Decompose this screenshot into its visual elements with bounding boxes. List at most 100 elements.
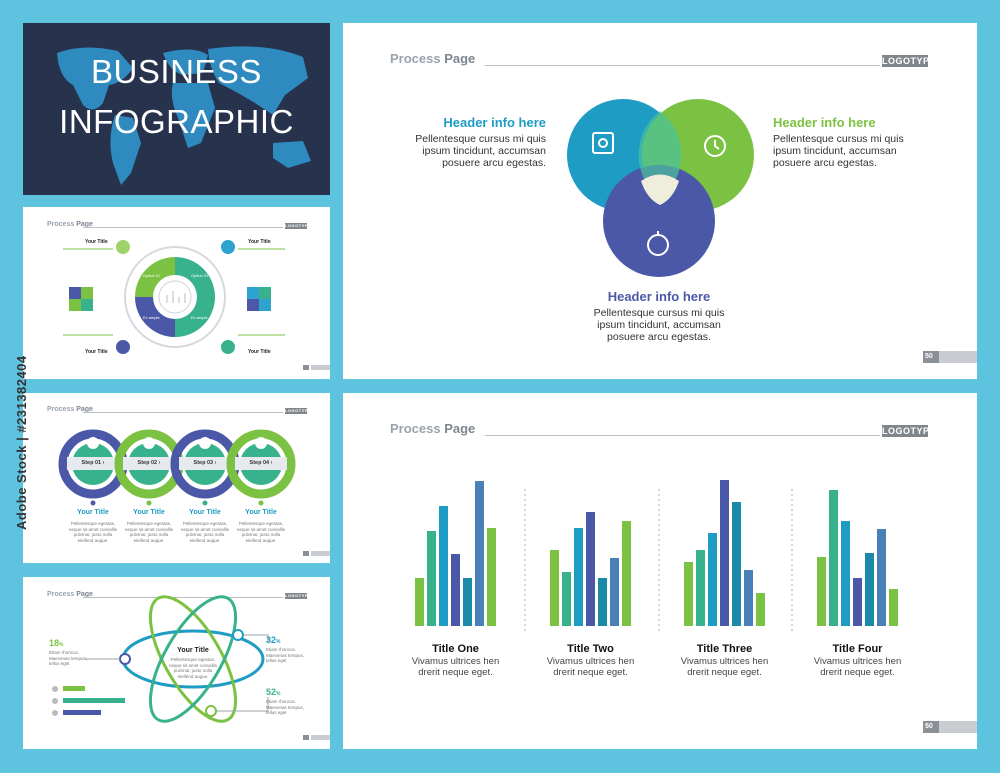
venn-left-body: Pellentesque cursus mi quis ipsum tincidu…: [415, 133, 546, 169]
puzzle-title-left-top: Your Title: [85, 239, 108, 245]
bar-1-2: [427, 531, 436, 626]
bar-4-1: [817, 557, 826, 626]
venn-right-body: Pellentesque cursus mi quis ipsum tincidu…: [773, 133, 904, 169]
step-ring-4: [226, 429, 296, 499]
group-desc-1: Vivamus ultrices hen drerit neque eget.: [411, 656, 500, 678]
puzzle-title-right-bottom: Your Title: [248, 349, 271, 355]
orbit-center-title: Your Title: [177, 647, 209, 654]
idea-icon: [52, 710, 58, 716]
step-dot-3: [202, 500, 208, 506]
step-icon-2: [143, 437, 155, 449]
step-band-4: [235, 457, 287, 470]
orbit-slide: Process Page LOGOTYPE 18% Etiam rhoncus.…: [23, 577, 330, 749]
bar-1-6: [475, 481, 484, 626]
step-band-3: [179, 457, 231, 470]
venn-slide: Process Page LOGOTYPE Header info here P…: [343, 23, 977, 379]
page-number: [303, 735, 309, 740]
bar-2-1: [550, 550, 559, 626]
group-desc-2: Vivamus ultrices hen drerit neque eget.: [546, 656, 635, 678]
page-title: Process Page: [47, 591, 93, 598]
orbit-right-top-value: 32%: [266, 635, 281, 645]
user-icon: [52, 686, 58, 692]
logotype-badge: LOGOTYPE: [285, 223, 312, 229]
venn-bottom-body: Pellentesque cursus mi quis ipsum tincidu…: [593, 307, 725, 343]
step-desc-4: Pellentesque egestas, neque sit amet conv…: [236, 521, 286, 543]
page-bar: [939, 721, 977, 733]
venn-diagram: [567, 99, 754, 277]
bar-3-6: [744, 570, 753, 626]
orbit-right-top-desc: Etiam rhoncus. Maecenas tempus, tellus ege…: [266, 647, 305, 663]
steps-slide: Process Page LOGOTYPE Step 01 › Your Titl…: [23, 393, 330, 563]
venn-bottom-header: Header info here: [607, 289, 711, 304]
page-title: Process Page: [47, 406, 93, 413]
venn-left-header: Header info here: [443, 115, 546, 130]
logotype-badge: LOGOTYPE: [882, 425, 937, 437]
step-dot-4: [258, 500, 264, 506]
puzzle-pieces-left-icon: [69, 287, 93, 311]
bar-4-7: [889, 589, 898, 626]
bar-2-4: [586, 512, 595, 626]
bar-4-3: [841, 521, 850, 626]
bar-2-7: [622, 521, 631, 626]
steps-diagram: [58, 429, 296, 506]
puzzle-seg-3: Ex ample: [143, 315, 160, 320]
step-band-2: [123, 457, 175, 470]
puzzle-pieces-right-icon: [247, 287, 271, 311]
orbit-left-value: 18%: [49, 638, 64, 648]
step-label-2: Step 02 ›: [137, 460, 161, 466]
bar-1-1: [415, 578, 424, 626]
step-label-3: Step 03 ›: [193, 460, 217, 466]
step-label-1: Step 01 ›: [81, 460, 105, 466]
logotype-badge: LOGOTYPE: [285, 408, 312, 414]
page-bar: [311, 735, 330, 740]
bar-4-4: [853, 578, 862, 626]
bar-1-5: [463, 578, 472, 626]
bar-3-1: [684, 562, 693, 626]
step-title-4: Your Title: [245, 509, 277, 516]
chart-icon: [166, 291, 186, 303]
group-desc-4: Vivamus ultrices hen drerit neque eget.: [813, 656, 902, 678]
step-title-1: Your Title: [77, 509, 109, 516]
logotype-badge: LOGOTYPE: [882, 55, 937, 67]
group-title-4: Title Four: [832, 643, 883, 655]
bar-2-5: [598, 578, 607, 626]
step-band-1: [67, 457, 119, 470]
title-rule: [83, 227, 283, 228]
bar-3-4: [720, 480, 729, 626]
hero-card: BUSINESS INFOGRAPHIC: [23, 23, 330, 195]
puzzle-title-left-bottom: Your Title: [85, 349, 108, 355]
settings-icon: [52, 698, 58, 704]
title-rule: [485, 65, 880, 66]
hero-title-line2: INFOGRAPHIC: [59, 103, 294, 140]
bar-3-2: [696, 550, 705, 626]
bar-3-7: [756, 593, 765, 626]
page-title: Process Page: [47, 221, 93, 228]
bar-3-3: [708, 533, 717, 626]
hero-title-line1: BUSINESS: [91, 53, 262, 90]
orbit-right-bottom-value: 52%: [266, 687, 281, 697]
safe-icon: [592, 132, 614, 154]
world-map-icon: [57, 46, 311, 185]
title-rule: [485, 435, 880, 436]
page-number: [303, 551, 309, 556]
stopwatch-icon: [647, 231, 669, 256]
group-desc-3: Vivamus ultrices hen drerit neque eget.: [680, 656, 769, 678]
page-title: Process Page: [390, 51, 476, 66]
puzzle-slide: Process Page LOGOTYPE Your Title Your Ti…: [23, 207, 330, 379]
page-title: Process Page: [390, 421, 476, 436]
title-rule: [83, 597, 283, 598]
puzzle-seg-4: Ex ample: [191, 315, 208, 320]
orbit-center-desc: Pellentesque egestas, neque sit amet conv…: [168, 657, 218, 679]
bar-4-6: [877, 529, 886, 626]
venn-right-header: Header info here: [773, 115, 876, 130]
bar-2-2: [562, 572, 571, 626]
bar-4-2: [829, 490, 838, 626]
puzzle-title-right-top: Your Title: [248, 239, 271, 245]
orbit-left-desc: Etiam rhoncus. Maecenas tempus, tellus ege…: [49, 650, 88, 666]
orbit-bar-3: [63, 710, 101, 715]
orbit-right-bottom-desc: Etiam rhoncus. Maecenas tempus, tellus ege…: [266, 699, 305, 715]
step-title-3: Your Title: [189, 509, 221, 516]
bar-1-7: [487, 528, 496, 626]
bar-2-3: [574, 528, 583, 626]
orbit-bar-1: [63, 686, 85, 691]
